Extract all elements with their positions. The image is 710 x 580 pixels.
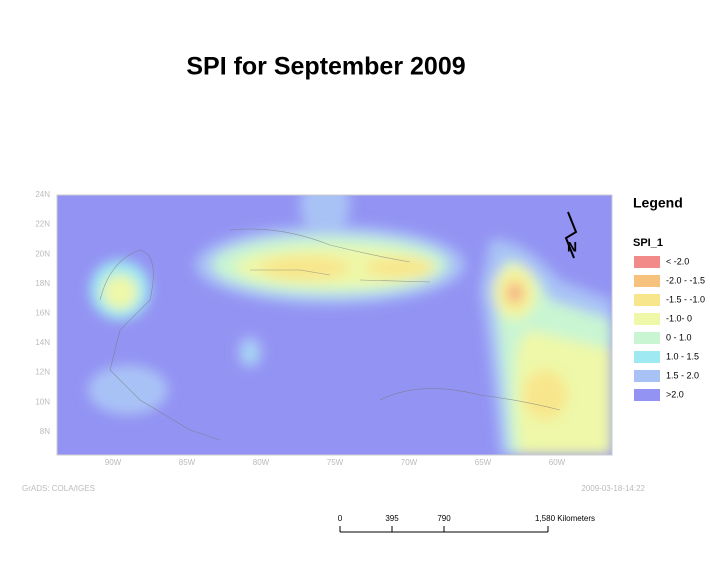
legend-label: -1.5 - -1.0	[666, 294, 705, 304]
lon-label: 60W	[549, 458, 566, 467]
legend-label: -1.0- 0	[666, 313, 692, 323]
lat-label: 14N	[35, 338, 50, 347]
lat-label: 12N	[35, 368, 50, 377]
lon-label: 75W	[327, 458, 344, 467]
map	[57, 195, 612, 455]
legend-swatch	[634, 313, 660, 325]
footer-right: 2009-03-18-14:22	[581, 484, 645, 493]
lat-label: 8N	[40, 427, 50, 436]
legend-swatch	[634, 389, 660, 401]
footer-left: GrADS: COLA/IGES	[22, 484, 95, 493]
map-frame	[56, 194, 613, 456]
legend-label: -2.0 - -1.5	[666, 275, 705, 285]
lon-label: 85W	[179, 458, 196, 467]
scale-label: 790	[437, 514, 451, 523]
legend-title: Legend	[633, 195, 683, 211]
north-arrow: N	[564, 211, 578, 259]
lon-label: 70W	[401, 458, 418, 467]
legend-label: >2.0	[666, 389, 684, 399]
lat-label: 20N	[35, 249, 50, 258]
scale-label: 395	[385, 514, 399, 523]
legend-swatch	[634, 256, 660, 268]
spi-contours	[88, 195, 612, 455]
legend-label: 1.5 - 2.0	[666, 370, 699, 380]
title: SPI for September 2009	[186, 53, 465, 81]
lon-label: 80W	[253, 458, 270, 467]
lon-label: 90W	[105, 458, 122, 467]
legend-layer: SPI_1	[633, 237, 663, 249]
legend-swatch	[634, 332, 660, 344]
legend-label: 1.0 - 1.5	[666, 351, 699, 361]
legend-swatch	[634, 370, 660, 382]
lat-label: 16N	[35, 309, 50, 318]
legend-label: < -2.0	[666, 256, 689, 266]
svg-text:N: N	[567, 239, 577, 255]
lat-label: 10N	[35, 397, 50, 406]
scale-label: 0	[338, 514, 343, 523]
legend-label: 0 - 1.0	[666, 332, 692, 342]
legend-swatch	[634, 294, 660, 306]
lat-label: 18N	[35, 279, 50, 288]
legend-swatch	[634, 351, 660, 363]
legend-swatch	[634, 275, 660, 287]
scale-label: 1,580 Kilometers	[535, 514, 595, 523]
lon-label: 65W	[475, 458, 492, 467]
lat-label: 24N	[35, 190, 50, 199]
coastlines	[99, 228, 561, 441]
lat-label: 22N	[35, 220, 50, 229]
